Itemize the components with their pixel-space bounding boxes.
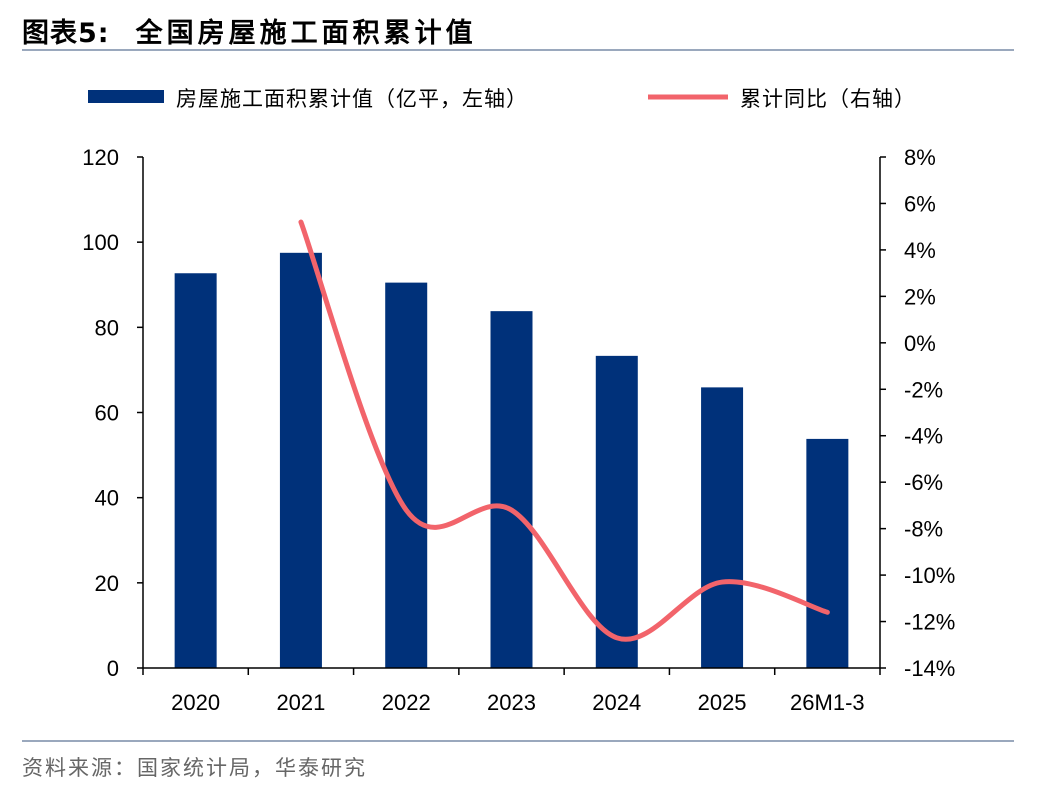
legend: 房屋施工面积累计值（亿平，左轴） 累计同比（右轴）	[88, 87, 916, 111]
x-tick-label: 2021	[276, 690, 325, 715]
left-tick-label: 120	[82, 145, 119, 170]
yoy-line	[298, 219, 830, 642]
right-tick-label: -6%	[904, 470, 943, 495]
left-tick-label: 40	[95, 486, 119, 511]
right-tick-label: -8%	[904, 517, 943, 542]
bar-2024	[595, 355, 638, 668]
x-tick-label: 26M1-3	[790, 690, 865, 715]
source-note: 资料来源：国家统计局，华泰研究	[22, 756, 367, 780]
x-tick-label: 2024	[592, 690, 641, 715]
legend-bar-label: 房屋施工面积累计值（亿平，左轴）	[176, 87, 528, 111]
x-tick-label: 2020	[171, 690, 220, 715]
bar-26M1-3	[806, 438, 849, 668]
figure-title-row: 图表5: 全国房屋施工面积累计值	[22, 12, 477, 49]
x-tick-label: 2022	[382, 690, 431, 715]
right-tick-label: -10%	[904, 563, 955, 588]
bar-2020	[174, 273, 217, 668]
figure-title: 全国房屋施工面积累计值	[135, 17, 477, 49]
right-tick-label: 8%	[904, 145, 936, 170]
legend-line-label: 累计同比（右轴）	[740, 87, 916, 111]
right-tick-label: -4%	[904, 424, 943, 449]
right-tick-label: 4%	[904, 238, 936, 263]
x-tick-label: 2023	[487, 690, 536, 715]
bottom-rule	[22, 740, 1014, 742]
figure-number: 图表5:	[22, 17, 110, 49]
right-tick-label: -2%	[904, 377, 943, 402]
legend-bar-swatch	[88, 90, 164, 103]
x-tick-label: 2025	[698, 690, 747, 715]
right-tick-label: -12%	[904, 610, 955, 635]
left-tick-label: 100	[82, 230, 119, 255]
left-tick-label: 20	[95, 571, 119, 596]
left-tick-label: 80	[95, 315, 119, 340]
right-tick-label: -14%	[904, 656, 955, 681]
right-tick-label: 0%	[904, 331, 936, 356]
bar-2025	[701, 387, 744, 668]
bar-2021	[279, 252, 322, 668]
right-tick-label: 6%	[904, 191, 936, 216]
left-tick-label: 0	[107, 656, 119, 681]
bar-2023	[490, 311, 533, 668]
top-rule	[22, 49, 1014, 51]
left-tick-label: 60	[95, 401, 119, 426]
bar-2022	[385, 282, 428, 668]
right-tick-label: 2%	[904, 284, 936, 309]
